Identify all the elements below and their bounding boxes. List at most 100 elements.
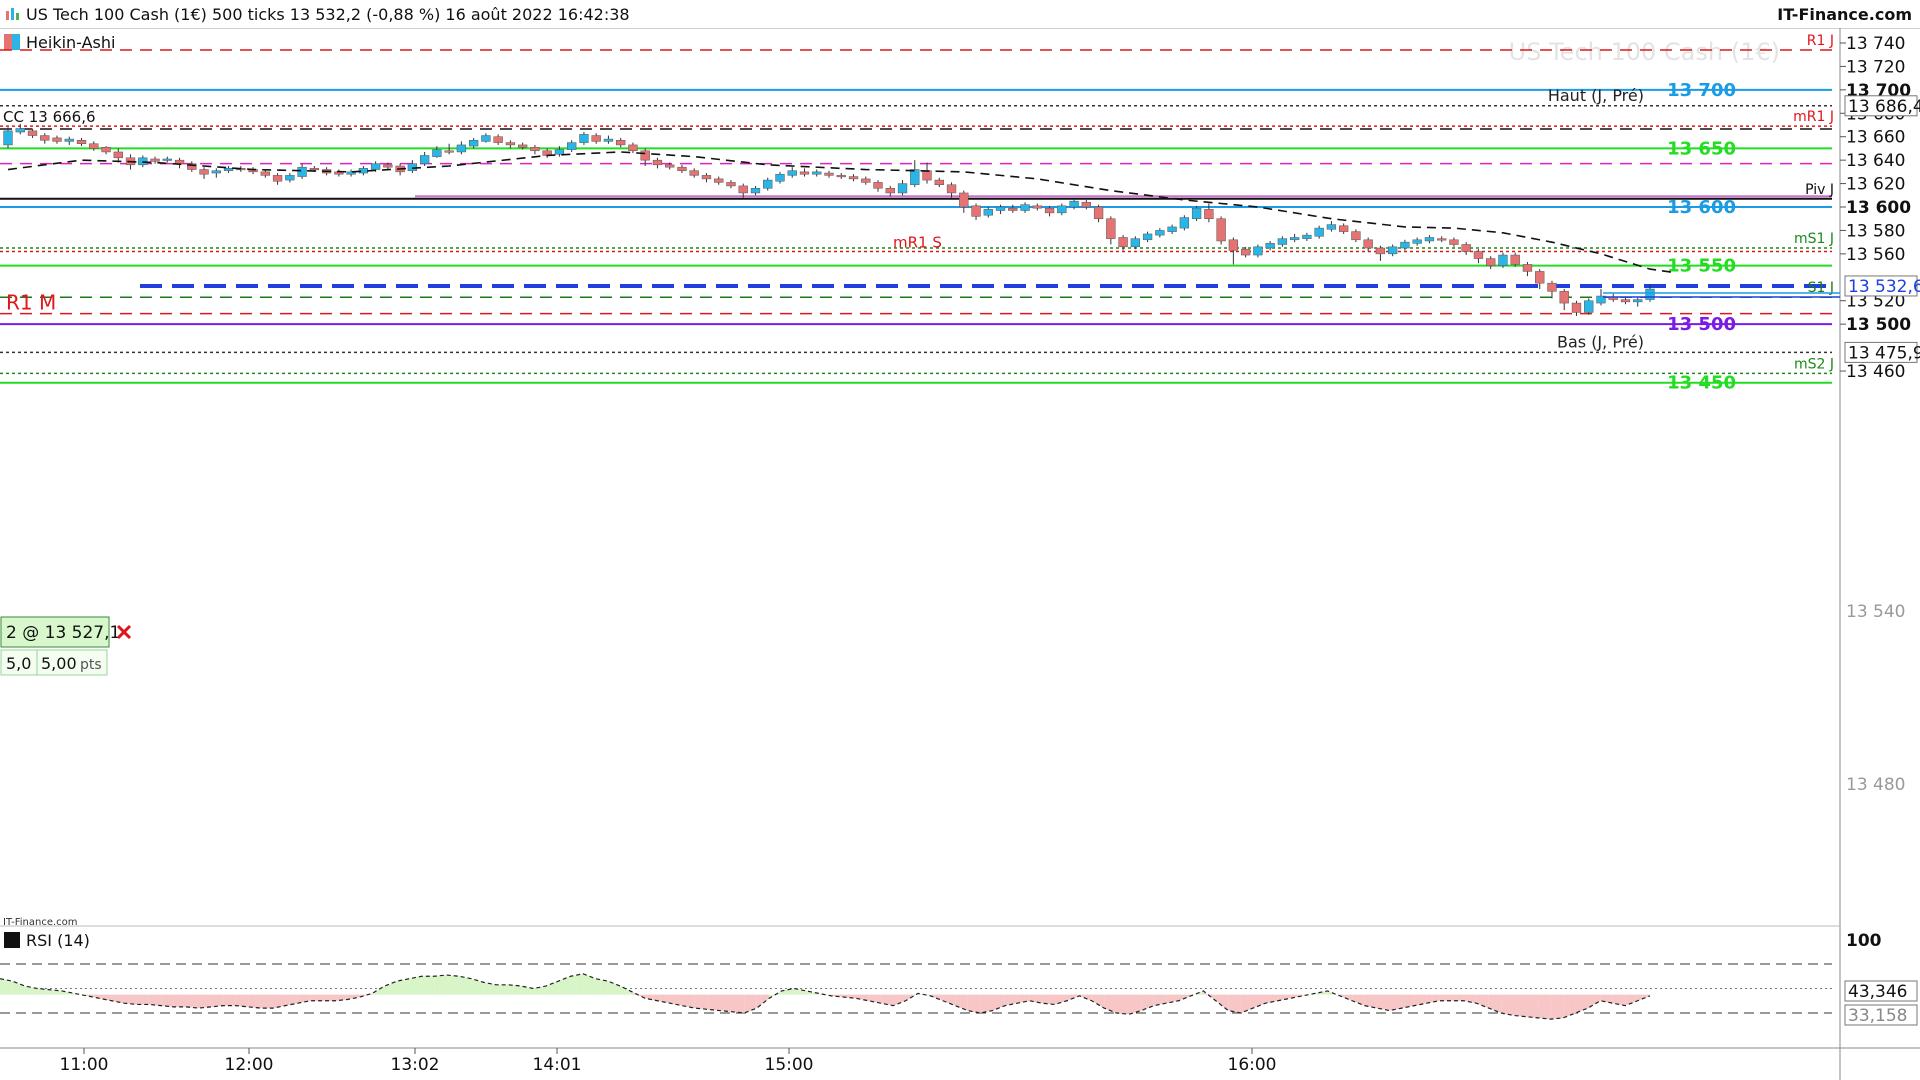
candle-body [64,138,74,142]
rsi-fill-segment [508,984,522,995]
price-tick-label: 13 620 [1846,175,1905,195]
candle-body [530,147,540,152]
candle-body [885,188,895,194]
brand-small: IT-Finance.com [3,917,78,928]
rsi-fill-segment [421,976,435,995]
rsi-fill-segment [483,982,497,995]
rsi-fill-segment [1538,994,1551,1020]
candle-body [76,139,87,144]
rsi-fill-segment [1401,994,1415,1009]
candle-body [959,192,969,208]
order-pts[interactable]: 5,00 [41,654,77,673]
rsi-fill-segment [1116,994,1129,1015]
rsi-fill-segment [1488,994,1502,1013]
candle-body [383,164,393,168]
rsi-fill-segment [384,981,397,995]
rsi-fill-segment [1587,994,1601,1009]
rsi-fill-segment [1302,993,1316,996]
rsi-fill-segment [173,994,187,1007]
rsi-lower-box [1844,1004,1918,1026]
candle-body [1253,246,1263,256]
rsi-fill-segment [1004,994,1018,1006]
rsi-fill-segment [1104,994,1117,1013]
rsi-fill-segment [471,978,484,995]
watermark: US Tech 100 Cash (1€) [1509,38,1780,66]
price-tick-label: 13 640 [1846,151,1905,171]
candle-body [1449,239,1459,245]
candle-body [1547,282,1557,292]
close-icon-stroke[interactable] [116,624,132,640]
time-tick-label: 11:00 [60,1055,109,1075]
rsi-fill-segment [223,994,236,1006]
rsi-fill-segment [1215,994,1229,1011]
chart-area[interactable]: US Tech 100 Cash (1€) Heikin-Ashi R1 J 13 7… [0,28,1920,1080]
rsi-fill-segment [0,978,13,995]
rsi-fill-segment [694,994,708,1010]
candle-body [187,163,197,170]
candle-body [824,172,834,176]
rsi-fill-segment [756,994,770,1009]
rsi-fill-segment [980,994,993,1013]
rsi-fill-segment [124,994,137,1005]
chart-style-label: Heikin-Ashi [26,33,115,52]
candle-body [714,178,724,183]
rsi-fill-segment [620,986,633,995]
rsi-fill-segment [583,973,596,995]
rsi-fill-segment [645,994,658,1001]
order-qty[interactable]: 5,0 [6,654,31,673]
rsi-fill-segment [657,994,670,1004]
rsi-fill-segment [1315,990,1328,995]
rsi-fill-segment [459,976,472,995]
time-tick-label: 12:00 [225,1055,274,1075]
candle-body [1388,246,1398,255]
candle-body [1008,207,1018,211]
brand-logo: IT-Finance.com [1777,5,1912,24]
order-label[interactable]: 2 @ 13 527,1 [6,623,120,643]
candle-body [113,151,123,159]
candle-body [468,139,479,147]
order-ticket[interactable] [0,616,110,648]
rsi-fill-segment [942,994,956,1006]
rsi-fill-segment [1513,994,1526,1017]
candle-body [1473,251,1484,259]
candle-body [799,171,810,175]
rsi-line [0,973,1651,1020]
time-tick-label: 13:02 [391,1055,440,1075]
candle-body [1510,254,1520,265]
candle-body [150,158,160,162]
rsi-fill-segment [235,994,249,1007]
rsi-fill-segment [310,994,323,1001]
rsi-fill-segment [1253,994,1266,1009]
title-bar: US Tech 100 Cash (1€) 500 ticks 13 532,2… [0,0,1920,29]
level-label: CC 13 666,6 [3,108,96,126]
candle-body [3,130,13,146]
rsi-fill-segment [1128,994,1142,1015]
rsi-label: RSI (14) [26,931,90,950]
candle-body [873,182,883,189]
candle-body [1155,230,1165,236]
candle-body [285,175,295,181]
rsi-fill-segment [1166,994,1179,1004]
rsi-fill-segment [868,994,881,1004]
candle-body [1571,302,1582,313]
window-title: US Tech 100 Cash (1€) 500 ticks 13 532,2… [26,5,630,24]
rsi-fill-segment [1612,994,1626,1006]
candle-body [444,150,454,153]
price-tick-label: 13 720 [1846,57,1905,77]
candle-body [1167,226,1177,232]
order-pts-box[interactable] [36,649,108,676]
price-box-label: 13 475,9 [1848,343,1920,363]
rsi-fill-segment [843,994,857,999]
candle-body [1535,271,1545,284]
candle-body [934,179,944,186]
price-box [1844,275,1918,297]
price-box [1844,341,1918,363]
rsi-fill-segment [880,994,894,1006]
rsi-fill-segment [793,988,807,995]
rsi-fill-segment [570,973,584,995]
candle-body [162,158,172,161]
rsi-fill-segment [446,975,460,995]
rsi-fill-segment [521,986,534,995]
rsi-fill-segment [1600,994,1613,1004]
rsi-fill-segment [1141,994,1154,1011]
